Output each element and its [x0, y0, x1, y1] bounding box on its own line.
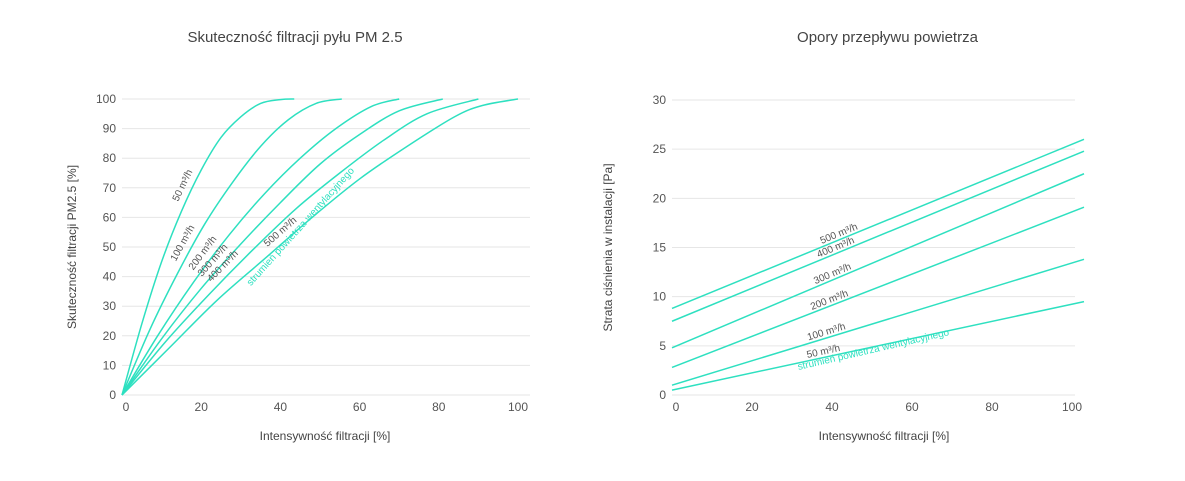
series-line-100-m-h — [121, 98, 342, 396]
x-tick-label: 40 — [274, 400, 288, 414]
x-tick-label: 0 — [123, 400, 130, 414]
x-axis-label: Intensywność filtracji [%] — [260, 429, 391, 443]
series-label-50-m-h: 50 m³/h — [171, 168, 196, 203]
pm25-efficiency-chart: Skuteczność filtracji pyłu PM 2.5 0 10 20 3… — [0, 0, 590, 481]
x-tick-label: 100 — [1062, 400, 1082, 414]
airflow-resistance-chart: Opory przepływu powietrza 0 5 10 15 20 25 30 0 2… — [590, 0, 1185, 481]
series-line-300-m-h — [671, 173, 1085, 349]
airflow-resistance-plot: 0 5 10 15 20 25 30 0 20 40 60 80 100 Intensywność fil… — [601, 93, 1085, 443]
y-tick-label: 20 — [103, 329, 117, 343]
x-tick-label: 0 — [673, 400, 680, 414]
series-label-200-m-h: 200 m³/h — [809, 288, 850, 313]
series-line-50-m-h — [671, 300, 1085, 391]
series-line-200-m-h — [121, 98, 400, 396]
series-line-400-m-h — [121, 98, 479, 396]
x-tick-label: 80 — [985, 400, 999, 414]
y-tick-label: 10 — [103, 358, 117, 372]
x-axis-label: Intensywność filtracji [%] — [819, 429, 950, 443]
y-tick-label: 0 — [109, 388, 116, 402]
series-label-100-m-h: 100 m³/h — [806, 321, 847, 343]
x-tick-label: 80 — [432, 400, 446, 414]
x-tick-label: 60 — [905, 400, 919, 414]
y-tick-label: 60 — [103, 210, 117, 224]
y-tick-label: 100 — [96, 92, 116, 106]
x-tick-label: 60 — [353, 400, 367, 414]
series-line-50-m-h — [121, 98, 295, 396]
x-tick-label: 20 — [745, 400, 759, 414]
y-tick-label: 40 — [103, 270, 117, 284]
y-axis-label: Strata ciśnienia w instalacji [Pa] — [601, 163, 615, 331]
y-tick-label: 15 — [653, 241, 667, 255]
y-tick-label: 80 — [103, 151, 117, 165]
y-tick-label: 25 — [653, 142, 667, 156]
legend-text: strumień powietrza wentylacyjnego — [245, 165, 357, 288]
y-tick-label: 30 — [653, 93, 667, 107]
y-tick-label: 30 — [103, 299, 117, 313]
y-tick-label: 0 — [659, 388, 666, 402]
y-tick-label: 10 — [653, 290, 667, 304]
series-line-100-m-h — [671, 258, 1085, 386]
y-tick-label: 90 — [103, 122, 117, 136]
y-tick-label: 70 — [103, 181, 117, 195]
series-line-300-m-h — [121, 98, 443, 396]
chart-title: Opory przepływu powietrza — [797, 29, 978, 46]
y-tick-label: 5 — [659, 339, 666, 353]
y-tick-label: 20 — [653, 191, 667, 205]
series-line-200-m-h — [671, 206, 1085, 369]
x-tick-label: 20 — [195, 400, 209, 414]
series-line-400-m-h — [671, 150, 1085, 322]
series-line-500-m-h — [121, 98, 519, 396]
series-line-500-m-h — [671, 138, 1085, 310]
pm25-efficiency-plot: 0 10 20 30 40 50 60 70 80 90 100 0 20 40 60 80 100 Intens… — [65, 92, 530, 443]
x-tick-label: 100 — [508, 400, 528, 414]
chart-title: Skuteczność filtracji pyłu PM 2.5 — [187, 29, 403, 46]
y-axis-label: Skuteczność filtracji PM2.5 [%] — [65, 165, 79, 329]
x-tick-label: 40 — [825, 400, 839, 414]
y-tick-label: 50 — [103, 240, 117, 254]
